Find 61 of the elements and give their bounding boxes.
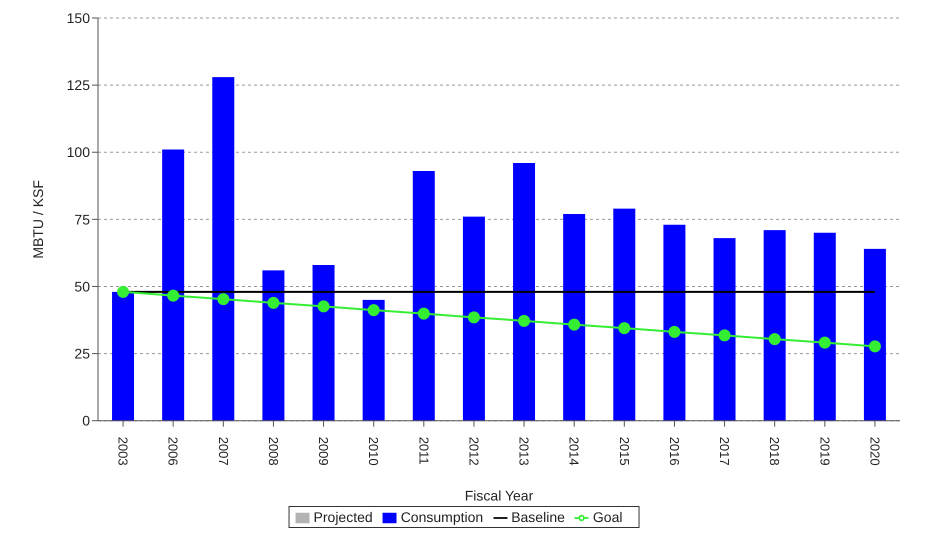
bar [814,232,836,421]
point [518,314,530,327]
point [818,336,831,349]
y-tick-label: 125 [66,77,90,94]
point [167,290,180,302]
x-tick-label: 2020 [867,436,882,466]
y-tick-label: 50 [74,278,90,294]
bar [513,162,536,421]
x-tick-label: 2017 [717,436,732,466]
y-axis-title: MBTU / KSF [30,180,46,259]
bar [312,264,335,421]
y-tick-label: 0 [82,412,90,429]
x-tick-label: 2003 [116,436,131,466]
x-tick-label: 2012 [466,436,482,466]
x-tick-label: 2010 [366,436,382,466]
point [868,340,881,352]
bar [714,238,736,421]
legend-label: Consumption [400,508,484,525]
bar [563,214,586,421]
x-tick-label: 2009 [316,436,332,466]
point [618,322,630,334]
point [117,286,130,298]
bar [613,208,636,421]
point [568,318,580,331]
point [718,329,731,342]
point [768,333,781,346]
point [668,326,680,338]
point [267,296,280,309]
x-tick-label: 2015 [616,436,632,466]
bar [663,224,686,421]
point [217,293,230,306]
point [468,311,480,324]
point [418,308,430,320]
x-tick-label: 2006 [166,436,181,466]
bar [212,77,234,421]
bar [162,150,184,421]
y-tick-label: 100 [66,144,90,160]
bar [462,216,485,421]
bar [112,292,134,421]
point [368,304,380,316]
point [318,300,330,312]
x-tick-label: 2013 [516,436,532,466]
legend-label: Projected [314,508,373,525]
x-tick-label: 2016 [666,436,682,466]
y-tick-label: 25 [74,346,90,362]
x-tick-label: 2018 [767,436,782,466]
x-tick-label: 2008 [266,436,281,466]
legend-label: Baseline [511,508,565,525]
bar [262,270,284,421]
x-tick-label: 2007 [216,436,231,466]
x-tick-label: 2019 [817,436,832,466]
bar [864,248,886,421]
bar [764,230,786,421]
y-tick-label: 75 [74,211,90,228]
x-axis-title: Fiscal Year [464,488,534,504]
x-tick-label: 2014 [566,436,582,466]
bar [362,300,385,421]
bar [412,171,435,421]
legend-label: Goal [592,508,622,525]
y-tick-label: 150 [66,10,90,26]
x-tick-label: 2011 [416,436,432,465]
